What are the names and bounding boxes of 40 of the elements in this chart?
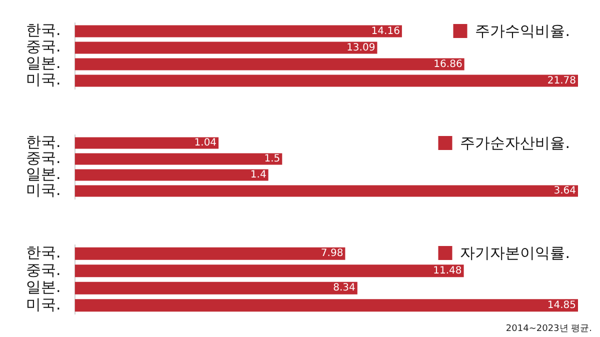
y-tick-label: 한국. xyxy=(26,132,61,151)
legend-label: 주가수익비율. xyxy=(475,22,570,40)
bar xyxy=(74,137,219,149)
data-label: 14.85 xyxy=(547,300,576,311)
y-tick-label: 일본. xyxy=(26,54,61,72)
data-label: 3.64 xyxy=(554,186,576,197)
bar xyxy=(74,185,578,197)
data-label: 13.09 xyxy=(346,42,376,54)
bar xyxy=(74,264,464,278)
bar xyxy=(74,25,402,38)
y-tick-label: 미국. xyxy=(26,295,61,314)
y-tick-label: 한국. xyxy=(26,21,61,40)
data-label: 16.86 xyxy=(434,58,462,70)
bar xyxy=(74,58,464,70)
data-label: 7.98 xyxy=(320,248,344,260)
bar xyxy=(74,247,346,260)
data-label: 1.5 xyxy=(264,154,280,165)
bar xyxy=(74,153,282,165)
y-tick-label: 일본. xyxy=(26,278,61,296)
y-tick-label: 미국. xyxy=(26,70,61,89)
y-tick-label: 중국. xyxy=(26,148,61,167)
data-label: 21.78 xyxy=(547,75,576,86)
y-tick-label: 중국. xyxy=(26,38,61,56)
bar xyxy=(74,299,578,312)
legend-label: 자기자본이익률. xyxy=(460,244,570,262)
data-label: 8.34 xyxy=(333,282,356,294)
text: 2014~2023년 평균. xyxy=(506,324,592,334)
y-tick-label: 미국. xyxy=(26,180,61,199)
data-label: 14.16 xyxy=(371,26,400,37)
bar xyxy=(74,169,268,181)
data-label: 11.48 xyxy=(433,265,462,276)
y-tick-label: 중국. xyxy=(26,260,61,279)
data-label: 1.04 xyxy=(194,138,217,149)
y-tick-label: 한국. xyxy=(26,244,61,262)
bar xyxy=(74,282,358,294)
bar xyxy=(74,42,378,54)
data-label: 1.4 xyxy=(250,170,266,181)
legend-label: 주가순자산비율. xyxy=(460,134,570,152)
bar xyxy=(74,74,578,87)
y-tick-label: 일본. xyxy=(26,164,61,183)
